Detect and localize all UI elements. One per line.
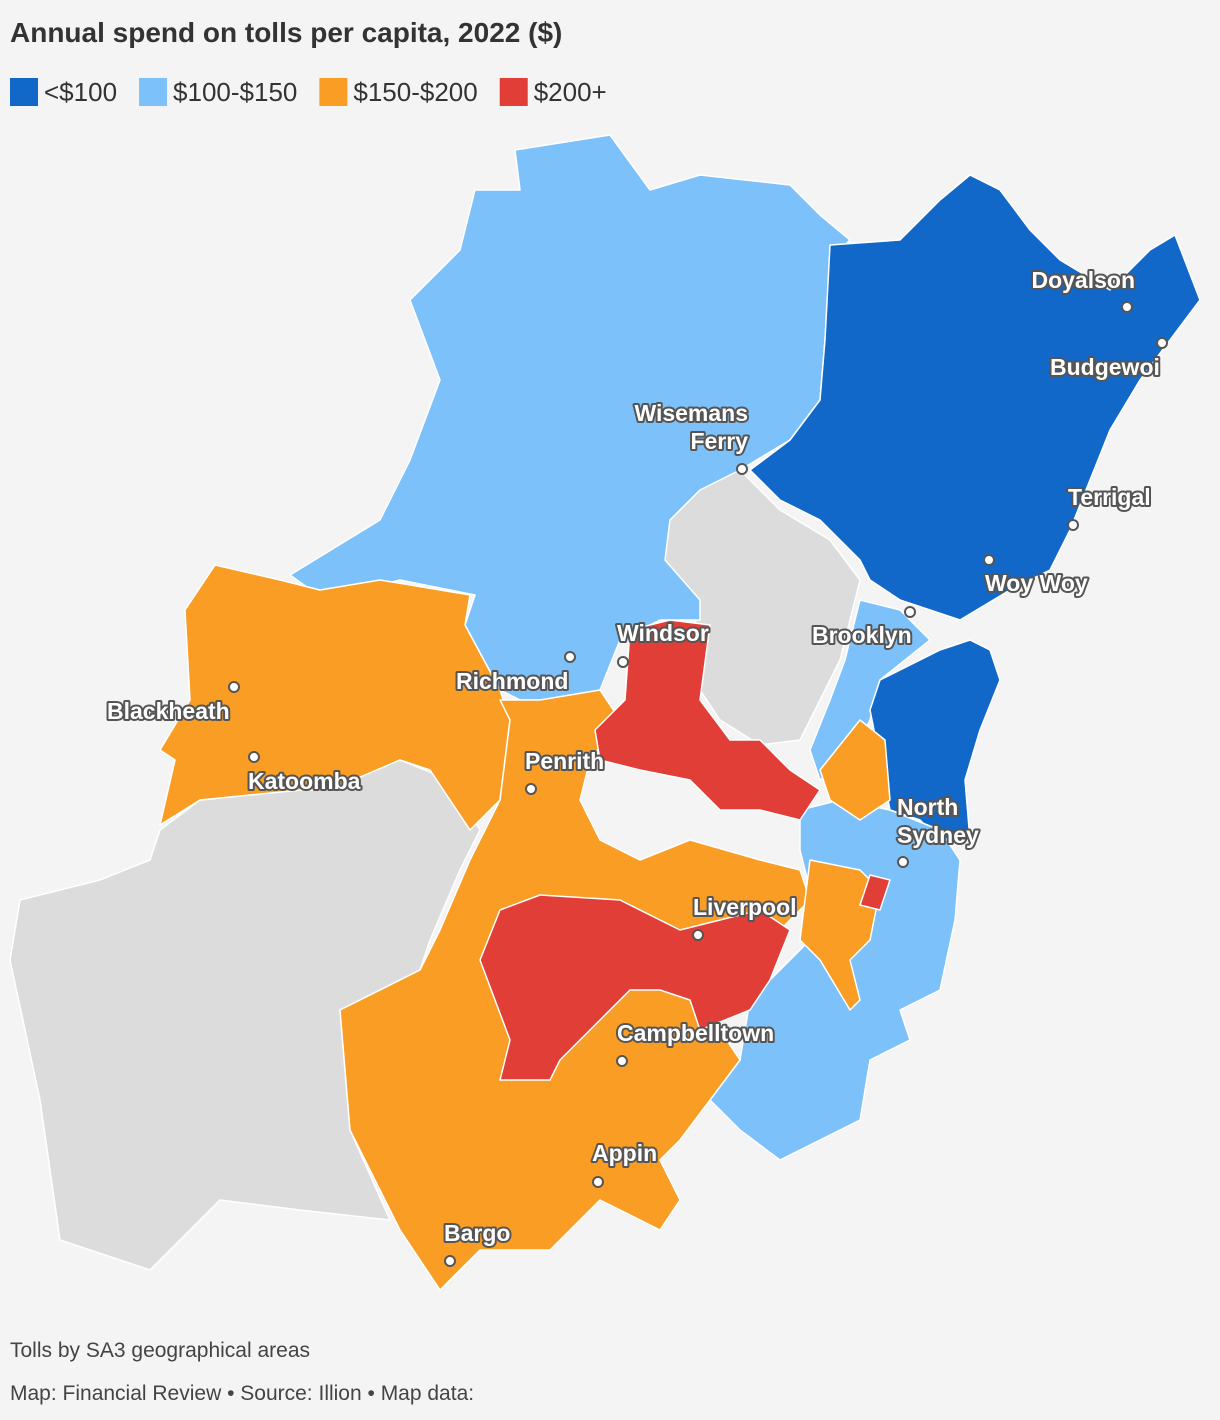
legend-label: $100-$150 [173,77,297,107]
place-label: Liverpool [693,894,797,920]
place-label: Budgewoi [1050,354,1160,380]
place-dot [1121,301,1133,313]
legend-swatch [139,78,168,106]
place-label: North [897,794,958,820]
place-dot [1067,519,1079,531]
credit: Map: Financial Review • Source: Illion •… [10,1382,474,1405]
place-label: Campbelltown [617,1020,774,1046]
place-label: Wisemans [634,400,748,426]
title: Annual spend on tolls per capita, 2022 (… [10,17,562,48]
place-dot [897,856,909,868]
place-label: Penrith [525,748,604,774]
place-label: Richmond [456,668,568,694]
region [9,759,481,1271]
place-label: Woy Woy [985,570,1088,596]
place-dot [525,783,537,795]
region [594,619,821,821]
place-label: Katoomba [248,768,361,794]
place-dot [1156,337,1168,349]
place-dot [616,1055,628,1067]
place-dot [736,463,748,475]
legend: <$100 $100-$150 $150-$200 $200+ [10,77,607,107]
place-label: Appin [592,1140,657,1166]
place-label: Blackheath [107,698,230,724]
place-label: Bargo [444,1220,510,1246]
legend-swatch [10,78,38,106]
place-dot [692,929,704,941]
place-label: Windsor [617,620,709,646]
place-dot [904,606,916,618]
place-dot [248,751,260,763]
place-label: Brooklyn [812,622,912,648]
place-label: Terrigal [1068,484,1151,510]
place-dot [983,554,995,566]
map [9,134,1201,1291]
region [159,564,511,831]
place-label: Ferry [690,428,748,454]
region [479,894,791,1081]
legend-label: $150-$200 [353,77,477,107]
footnote: Tolls by SA3 geographical areas [10,1339,310,1362]
region [749,174,1201,621]
region [859,874,891,911]
legend-swatch [499,78,528,106]
region [819,719,891,821]
places: Doyalson Budgewoi Wisemans Ferry Terriga… [105,265,1168,1267]
legend-label: $200+ [534,77,607,107]
place-label: Doyalson [1031,267,1135,293]
place-dot [592,1176,604,1188]
place-dot [228,681,240,693]
legend-swatch [319,78,348,106]
place-label: Sydney [897,822,979,848]
place-dot [564,651,576,663]
legend-label: <$100 [44,77,117,107]
place-dot [444,1255,456,1267]
place-dot [617,656,629,668]
